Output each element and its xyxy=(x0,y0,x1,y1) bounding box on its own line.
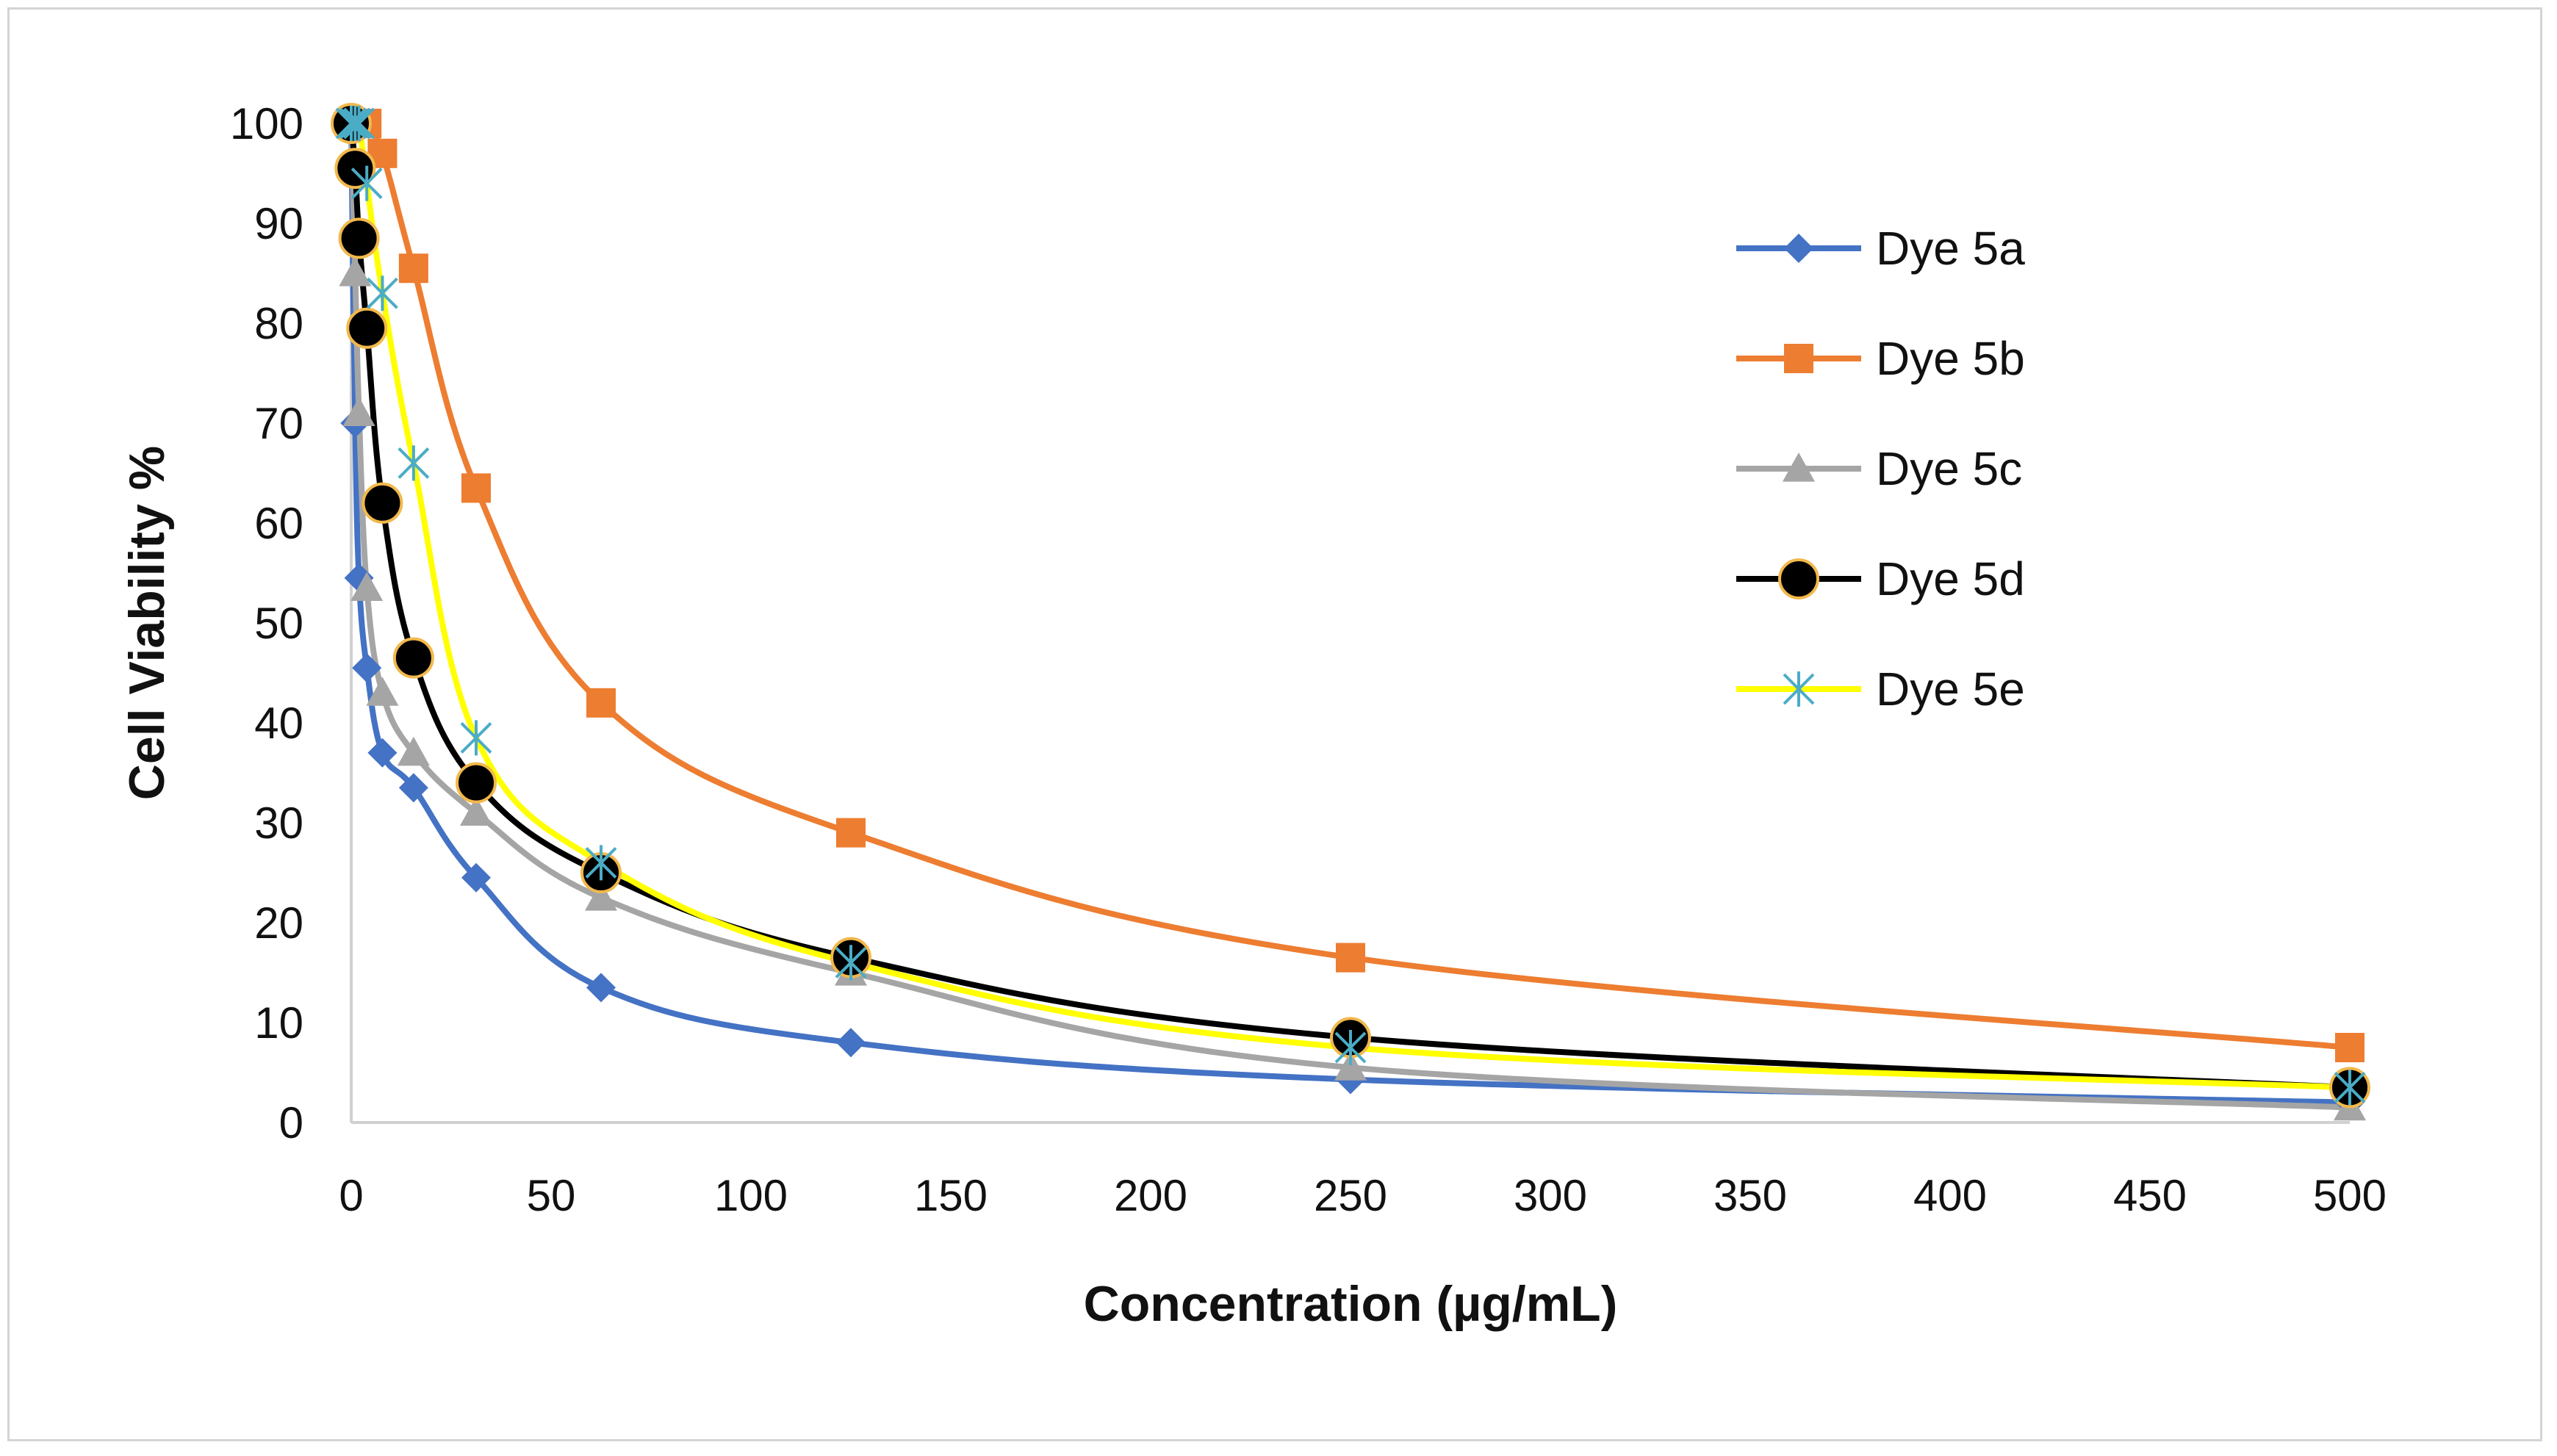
legend-item-dye-5b: Dye 5b xyxy=(1736,332,2025,385)
y-tick-label: 80 xyxy=(254,299,303,348)
data-point-dye-5c xyxy=(350,572,384,601)
data-point-dye-5e xyxy=(335,106,367,141)
legend-label: Dye 5c xyxy=(1876,442,2022,495)
x-tick-label: 100 xyxy=(714,1171,788,1220)
data-point-dye-5c xyxy=(1334,1051,1367,1081)
x-tick-label: 400 xyxy=(1913,1171,1987,1220)
data-point-dye-5a xyxy=(836,1028,866,1058)
data-point-dye-5e xyxy=(398,445,430,481)
y-axis-title: Cell Viability % xyxy=(119,446,175,800)
y-tick-label: 60 xyxy=(254,499,303,548)
series-line-dye-5d xyxy=(348,120,2353,1091)
data-point-dye-5c xyxy=(342,397,375,426)
legend-item-dye-5d: Dye 5d xyxy=(1736,552,2025,605)
data-point-dye-5d xyxy=(362,482,403,524)
x-tick-label: 50 xyxy=(527,1171,576,1220)
x-tick-label: 350 xyxy=(1713,1171,1787,1220)
y-tick-label: 40 xyxy=(254,699,303,748)
x-tick-label: 500 xyxy=(2313,1171,2387,1220)
y-tick-label: 100 xyxy=(230,99,303,148)
series-markers-dye-5c xyxy=(335,107,2366,1121)
legend-label: Dye 5d xyxy=(1876,552,2025,605)
data-point-dye-5d xyxy=(338,217,380,259)
data-point-dye-5c xyxy=(397,736,430,766)
data-point-dye-5a xyxy=(367,738,398,768)
x-tick-label: 200 xyxy=(1114,1171,1187,1220)
data-point-dye-5d xyxy=(392,637,434,679)
y-tick-label: 0 xyxy=(279,1098,303,1147)
legend-label: Dye 5e xyxy=(1876,663,2025,716)
data-point-dye-5e xyxy=(835,945,867,981)
legend-swatch-marker xyxy=(1784,344,1813,373)
legend-swatch-marker xyxy=(1783,453,1815,482)
data-point-dye-5c xyxy=(366,677,399,706)
data-point-dye-5d xyxy=(456,762,497,804)
data-point-dye-5e xyxy=(1334,1030,1367,1065)
chart: 0 50 100 150 200 250 300 350 400 450 500 0 10 20 30 40 5… xyxy=(119,99,2387,1332)
x-tick-label: 0 xyxy=(339,1171,363,1220)
data-point-dye-5a xyxy=(398,773,428,803)
y-tick-label: 20 xyxy=(254,898,303,948)
data-point-dye-5e xyxy=(350,165,383,201)
data-point-dye-5c xyxy=(460,796,492,826)
data-point-dye-5c xyxy=(339,257,372,286)
y-tick-label: 90 xyxy=(254,199,303,248)
data-point-dye-5e xyxy=(585,845,617,881)
data-point-dye-5e xyxy=(2334,1070,2366,1106)
series-line-dye-5e xyxy=(348,115,2353,1091)
series-markers-dye-5b xyxy=(337,109,2364,1062)
data-point-dye-5d xyxy=(346,307,388,349)
legend: Dye 5a Dye 5b Dye 5c Dye 5d Dye 5e xyxy=(1736,222,2025,716)
x-tick-label: 250 xyxy=(1314,1171,1387,1220)
series-markers-dye-5d xyxy=(331,103,2370,1109)
data-point-dye-5a xyxy=(586,973,616,1003)
data-point-dye-5b xyxy=(586,688,616,718)
y-tick-label: 70 xyxy=(254,399,303,448)
series-line-dye-5a xyxy=(348,120,2353,1106)
data-point-dye-5e xyxy=(367,275,398,311)
data-point-dye-5b xyxy=(398,253,428,284)
chart-frame: 0 50 100 150 200 250 300 350 400 450 500 0 10 20 30 40 5… xyxy=(7,7,2542,1441)
x-tick-label: 450 xyxy=(2113,1171,2187,1220)
legend-label: Dye 5b xyxy=(1876,332,2025,385)
legend-swatch-marker xyxy=(1778,558,1819,599)
series-line-dye-5b xyxy=(348,118,2353,1050)
data-point-dye-5e xyxy=(460,720,492,756)
y-tick-label: 10 xyxy=(254,998,303,1048)
legend-item-dye-5c: Dye 5c xyxy=(1736,442,2022,495)
data-point-dye-5b xyxy=(1336,943,1365,973)
data-point-dye-5a xyxy=(461,862,491,893)
data-point-dye-5e xyxy=(343,106,375,141)
data-point-dye-5b xyxy=(836,818,866,848)
legend-swatch-marker xyxy=(1783,671,1815,707)
x-axis-title: Concentration (µg/mL) xyxy=(1084,1276,1618,1332)
y-tick-label: 50 xyxy=(254,599,303,648)
legend-swatch-marker xyxy=(1784,234,1813,263)
data-point-dye-5a xyxy=(352,653,382,683)
data-point-dye-5b xyxy=(2335,1033,2364,1062)
data-point-dye-5c xyxy=(585,882,617,911)
data-point-dye-5e xyxy=(339,106,371,141)
legend-label: Dye 5a xyxy=(1876,222,2025,275)
legend-item-dye-5e: Dye 5e xyxy=(1736,663,2025,716)
y-tick-label: 30 xyxy=(254,799,303,848)
data-point-dye-5b xyxy=(461,473,491,503)
axes: 0 50 100 150 200 250 300 350 400 450 500 0 10 20 30 40 5… xyxy=(230,99,2387,1220)
legend-item-dye-5a: Dye 5a xyxy=(1736,222,2025,275)
x-tick-label: 150 xyxy=(914,1171,988,1220)
data-point-dye-5d xyxy=(334,148,376,190)
x-tick-label: 300 xyxy=(1514,1171,1587,1220)
series-markers-dye-5e xyxy=(335,106,2366,1106)
series-markers xyxy=(331,103,2370,1121)
